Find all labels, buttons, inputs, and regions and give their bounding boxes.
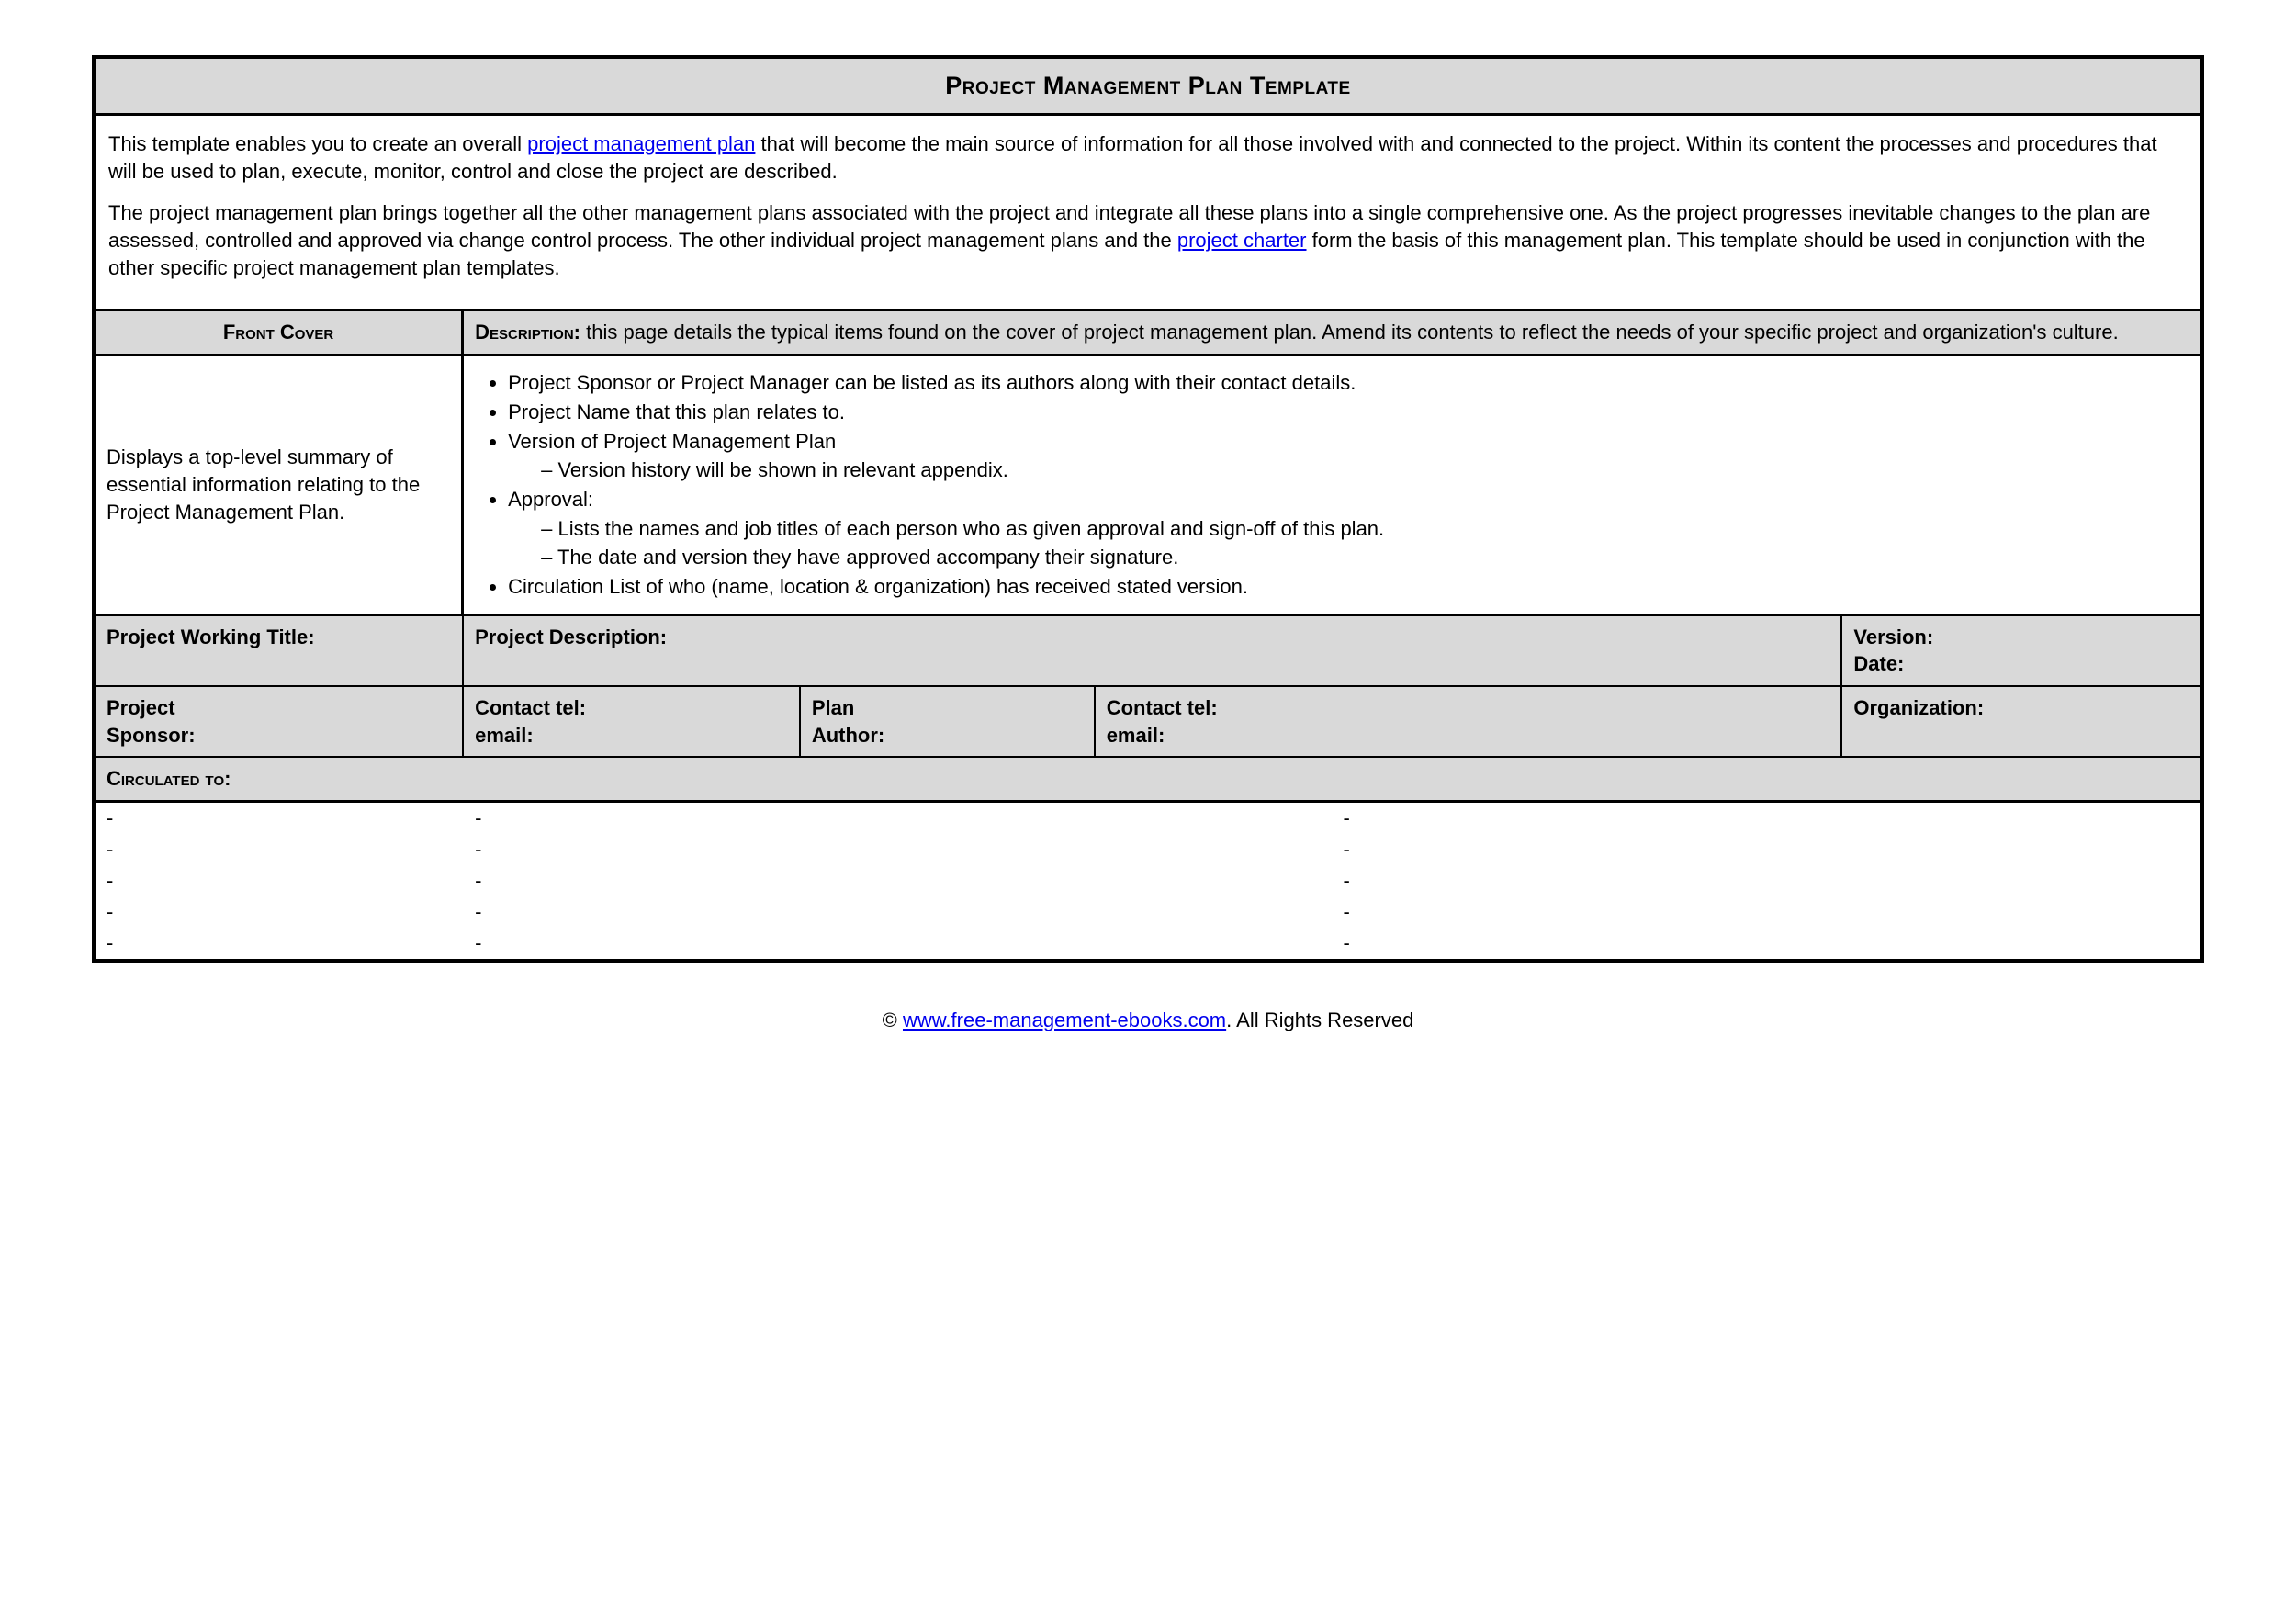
front-cover-header-row: Front Cover Description: this page detai…	[96, 311, 2200, 356]
bullet-item: Project Name that this plan relates to.	[508, 399, 2189, 426]
circ-row: - - -	[96, 834, 2200, 865]
working-title-field: Project Working Title:	[96, 616, 464, 685]
circ-cell: -	[1333, 834, 2200, 865]
summary-row: Displays a top-level summary of essentia…	[96, 356, 2200, 616]
fields-row-1: Project Working Title: Project Descripti…	[96, 616, 2200, 687]
sponsor-field: Project Sponsor:	[96, 687, 464, 756]
circ-row: - - -	[96, 896, 2200, 928]
circ-cell: -	[96, 803, 464, 834]
description-text: this page details the typical items foun…	[580, 321, 2119, 344]
circulated-header-row: Circulated to:	[96, 758, 2200, 803]
field-label: Contact tel:	[475, 694, 788, 722]
version-date-field: Version: Date:	[1842, 616, 2200, 685]
circ-cell: -	[1333, 928, 2200, 959]
field-label: email:	[1107, 722, 1830, 750]
field-label: Project Working Title:	[107, 624, 451, 651]
field-label: Plan	[812, 694, 1083, 722]
front-cover-label: Front Cover	[223, 319, 333, 346]
circ-cell: -	[1333, 896, 2200, 928]
bullet-list: Project Sponsor or Project Manager can b…	[508, 369, 2189, 601]
summary-text: Displays a top-level summary of essentia…	[107, 444, 450, 525]
circ-row: - - -	[96, 865, 2200, 896]
intro-paragraph-1: This template enables you to create an o…	[108, 130, 2188, 185]
field-label: Project	[107, 694, 451, 722]
circ-row: - - -	[96, 928, 2200, 959]
sub-item: Lists the names and job titles of each p…	[541, 515, 2189, 543]
bullet-text: Version of Project Management Plan	[508, 430, 836, 453]
bullet-item: Approval: Lists the names and job titles…	[508, 486, 2189, 571]
pm-plan-link[interactable]: project management plan	[527, 132, 755, 155]
footer-text: . All Rights Reserved	[1226, 1009, 1413, 1031]
document-table: Project Management Plan Template This te…	[92, 55, 2204, 963]
circ-cell: -	[464, 896, 1332, 928]
circ-cell: -	[464, 865, 1332, 896]
circ-cell: -	[464, 834, 1332, 865]
project-description-field: Project Description:	[464, 616, 1842, 685]
contact-field-2: Contact tel: email:	[1096, 687, 1843, 756]
field-label: Author:	[812, 722, 1083, 750]
project-charter-link[interactable]: project charter	[1177, 229, 1307, 252]
circ-cell: -	[96, 865, 464, 896]
circulated-label: Circulated to:	[96, 758, 2200, 800]
circ-row: - - -	[96, 803, 2200, 834]
fields-row-2: Project Sponsor: Contact tel: email: Pla…	[96, 687, 2200, 758]
bullet-text: Approval:	[508, 488, 593, 511]
circ-cell: -	[96, 896, 464, 928]
field-label: email:	[475, 722, 788, 750]
sub-item: Version history will be shown in relevan…	[541, 456, 2189, 484]
copyright-symbol: ©	[883, 1009, 903, 1031]
field-label: Contact tel:	[1107, 694, 1830, 722]
bullet-item: Project Sponsor or Project Manager can b…	[508, 369, 2189, 397]
bullets-cell: Project Sponsor or Project Manager can b…	[464, 356, 2200, 614]
plan-author-field: Plan Author:	[801, 687, 1096, 756]
circ-cell: -	[1333, 803, 2200, 834]
footer: © www.free-management-ebooks.com. All Ri…	[92, 1009, 2204, 1032]
description-cell: Description: this page details the typic…	[464, 311, 2200, 354]
document-title: Project Management Plan Template	[96, 59, 2200, 116]
sub-list: Version history will be shown in relevan…	[541, 456, 2189, 484]
field-label: Date:	[1853, 650, 2189, 678]
intro-text: This template enables you to create an o…	[108, 132, 527, 155]
front-cover-label-cell: Front Cover	[96, 311, 464, 354]
circulated-list: - - - - - - - - - - - - - - -	[96, 803, 2200, 959]
footer-link[interactable]: www.free-management-ebooks.com	[903, 1009, 1226, 1031]
intro-section: This template enables you to create an o…	[96, 116, 2200, 311]
bullet-item: Version of Project Management Plan Versi…	[508, 428, 2189, 484]
circ-cell: -	[464, 928, 1332, 959]
description-label: Description:	[475, 321, 580, 344]
bullet-item: Circulation List of who (name, location …	[508, 573, 2189, 601]
circ-cell: -	[96, 834, 464, 865]
circ-cell: -	[96, 928, 464, 959]
field-label: Sponsor:	[107, 722, 451, 750]
circ-cell: -	[1333, 865, 2200, 896]
intro-paragraph-2: The project management plan brings toget…	[108, 199, 2188, 281]
field-label: Version:	[1853, 624, 2189, 651]
sub-item: The date and version they have approved …	[541, 544, 2189, 571]
summary-cell: Displays a top-level summary of essentia…	[96, 356, 464, 614]
contact-field-1: Contact tel: email:	[464, 687, 801, 756]
sub-list: Lists the names and job titles of each p…	[541, 515, 2189, 571]
organization-field: Organization:	[1842, 687, 2200, 756]
circ-cell: -	[464, 803, 1332, 834]
